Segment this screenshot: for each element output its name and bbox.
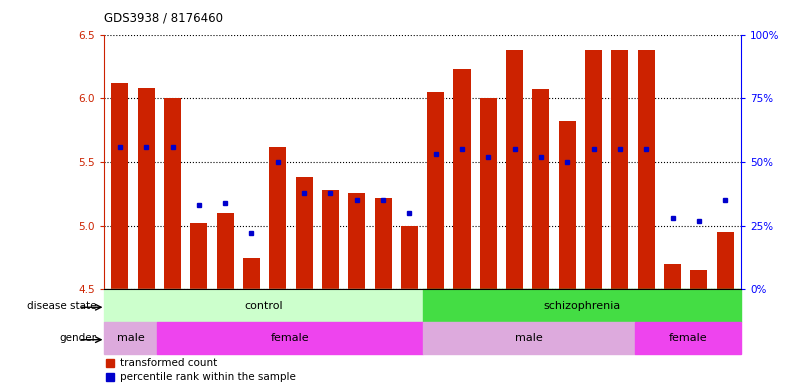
Bar: [375, 198, 392, 290]
Text: male: male: [515, 333, 542, 343]
Bar: [164, 98, 181, 290]
Bar: [638, 50, 654, 290]
Text: percentile rank within the sample: percentile rank within the sample: [120, 371, 296, 382]
Text: schizophrenia: schizophrenia: [543, 301, 620, 311]
Text: male: male: [117, 333, 144, 343]
Bar: [427, 92, 445, 290]
Bar: [157, 322, 423, 354]
Text: GDS3938 / 8176460: GDS3938 / 8176460: [104, 12, 223, 25]
Bar: [559, 121, 576, 290]
Bar: [585, 50, 602, 290]
Bar: [104, 290, 423, 322]
Bar: [400, 226, 418, 290]
Text: control: control: [244, 301, 283, 311]
Text: disease state: disease state: [26, 301, 96, 311]
Bar: [533, 89, 549, 290]
Bar: [138, 88, 155, 290]
Bar: [104, 322, 157, 354]
Text: female: female: [271, 333, 309, 343]
Bar: [423, 290, 741, 322]
Bar: [423, 322, 634, 354]
Bar: [506, 50, 523, 290]
Bar: [480, 98, 497, 290]
Bar: [348, 192, 365, 290]
Bar: [216, 213, 234, 290]
Bar: [611, 50, 629, 290]
Bar: [453, 69, 470, 290]
Bar: [634, 322, 741, 354]
Bar: [664, 264, 681, 290]
Text: transformed count: transformed count: [120, 358, 217, 367]
Bar: [269, 147, 286, 290]
Text: gender: gender: [59, 333, 96, 343]
Text: female: female: [669, 333, 707, 343]
Bar: [717, 232, 734, 290]
Bar: [191, 223, 207, 290]
Bar: [111, 83, 128, 290]
Bar: [296, 177, 312, 290]
Bar: [243, 258, 260, 290]
Bar: [690, 270, 707, 290]
Bar: [322, 190, 339, 290]
